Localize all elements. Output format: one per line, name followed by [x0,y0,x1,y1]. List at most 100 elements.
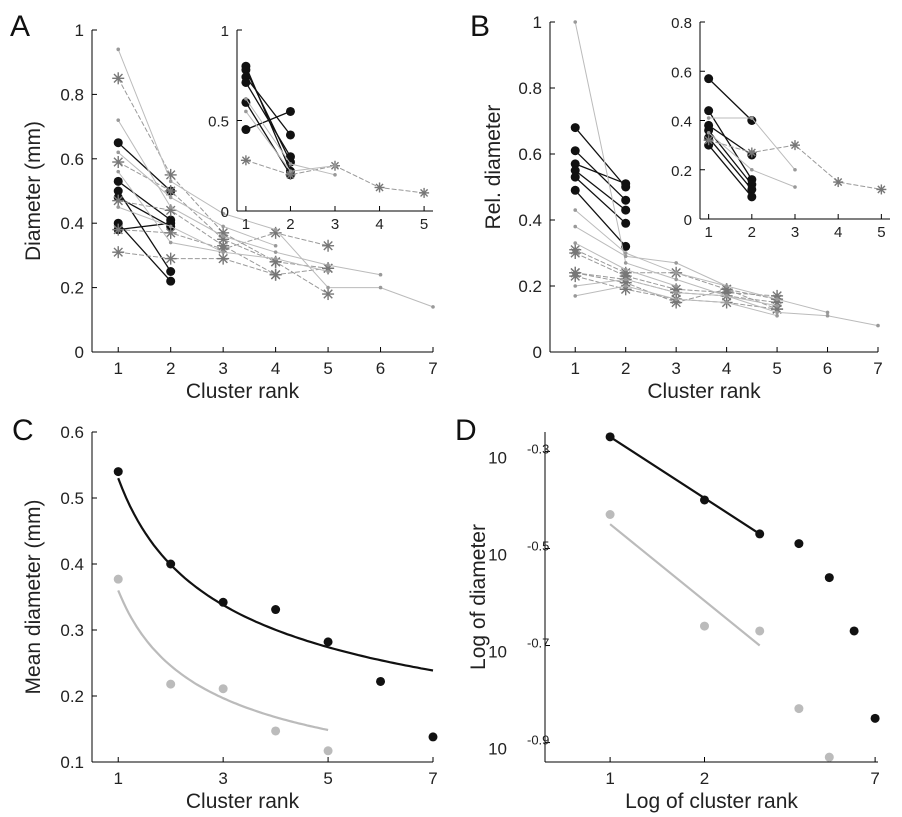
panel-a-inset-data-point [241,97,251,107]
panel-a-data-point-star [112,72,125,85]
panel-a-inset: 1 2 3 4 5 0 0.5 1 [208,23,433,233]
panel-d-data-point [870,713,880,723]
panel-a-data-point [113,186,123,196]
panel-d-y-tick-label: 10 [488,545,507,564]
panel-c-y-tick-label: 0.6 [60,423,84,442]
panel-b-inset-series-line [708,144,753,198]
panel-a-series-line [117,180,172,221]
panel-a-inset-data-point-small [244,96,248,101]
panel-a-data-point-small [221,211,225,216]
panel-c-data-point [113,467,123,477]
panel-d-data-point [700,495,710,505]
panel-b-y-tick-label: 0.8 [518,79,542,98]
panel-b-data-point-small [724,300,729,305]
panel-b-x-tick-label: 1 [570,359,579,378]
panel-d-fit-curve [609,523,761,647]
panel-b-data-point [621,195,631,205]
panel-a-inset-data-point-star [419,187,430,198]
panel-b-data-point-small [623,277,628,282]
panel-a-series-line [117,142,172,192]
panel-c-data-point [166,559,176,569]
panel-b-data-point-small [674,284,678,288]
panel-b-inset-x-tick-label: 2 [748,224,756,241]
panel-d-data-point [755,626,765,636]
panel-a-inset-data-point [241,65,251,75]
panel-a-data-point-small [116,150,121,155]
panel-d-data-point [605,510,615,519]
panel-c-y-tick-label: 0.4 [60,555,84,574]
panel-b-inset-data-point [747,192,757,202]
panel-a-inset-data-point-small [333,173,337,177]
panel-a-x-tick-label: 3 [218,359,227,378]
panel-a-data-point-small [116,205,121,209]
panel-a-inset-y-tick-label: 0.5 [208,114,229,131]
panel-c: C 1 3 5 7 0.1 0.2 0.3 0.4 0.5 0.6 Cluster rank Mean… [12,414,438,813]
panel-c-data-point [323,637,333,647]
panel-b-data-point-small [623,284,628,288]
panel-a-inset-x-tick-label: 2 [286,216,294,233]
panel-a-series-line [117,78,329,295]
panel-a-inset-data-point [285,152,295,162]
panel-b-data-point-small [724,284,729,288]
panel-b-inset-x-tick-label: 1 [704,224,712,241]
panel-c-fit-curve [117,589,329,732]
panel-a-series-line [117,222,172,282]
panel-a-letter: A [10,10,30,43]
panel-d-x-tick-label: 1 [605,769,614,788]
panel-b-series-line [575,275,778,310]
panel-c-x-tick-label: 5 [323,769,332,788]
panel-b-inset-series-line [708,137,753,190]
panel-b-data-point-small [674,290,678,295]
panel-b-x-tick-label: 7 [873,359,882,378]
panel-a-y-tick-label: 1 [75,21,84,40]
panel-a-inset-y-tick-label: 1 [221,23,229,40]
panel-d-fit-curve [609,435,761,535]
panel-b-inset-background [700,22,890,219]
panel-b-data-point-small [825,310,830,315]
panel-b-y-axis-label: Rel. diameter [482,105,505,230]
panel-b-inset-data-point-small [750,167,754,172]
panel-a-inset-data-point-star [240,155,251,166]
panel-b-y-tick-label: 0.2 [518,277,542,296]
panel-b-data-point-small [775,310,779,315]
panel-d-y-tick-exponent: -0.9 [527,733,549,748]
panel-a-y-tick-label: 0.6 [60,150,84,169]
panel-b-inset-data-point [704,125,714,135]
panel-b-inset-x-tick-label: 5 [877,224,885,241]
panel-a-y-tick-label: 0.2 [60,279,84,298]
panel-b-data-point [570,146,580,156]
panel-a-series-line [117,119,381,276]
panel-a-data-point-small [431,305,435,309]
panel-a-data-point [113,176,123,186]
panel-d-data-point [824,752,834,762]
panel-c-x-axis-label: Cluster rank [186,790,300,813]
panel-a-inset-x-tick-label: 3 [331,216,339,233]
panel-d-data-point [849,626,859,636]
panel-c-x-tick-label: 7 [428,769,437,788]
panel-a-inset-y-tick-label: 0 [221,204,229,221]
panel-a-data-point-small [221,250,225,254]
panel-a-data-point-small [326,263,330,267]
panel-b-inset-data-point-star [876,184,887,195]
panel-a-series-line [117,190,172,272]
panel-d-x-tick-label: 7 [870,769,879,788]
panel-a-inset-data-point [241,77,251,87]
panel-b-data-point-small [573,224,578,229]
panel-a-data-point-small [168,195,173,200]
panel-a-data-point-small [221,224,225,229]
panel-a-x-tick-label: 2 [166,359,175,378]
panel-a-data-point-small [326,269,330,274]
panel-b-inset-y-tick-label: 0.8 [671,15,692,32]
panel-b-inset-y-tick-label: 0.2 [671,163,692,180]
panel-a-inset-data-point [285,106,295,116]
panel-b-x-axis-label: Cluster rank [647,380,761,403]
panel-c-data-point [218,597,228,607]
panel-b-data-point-small [775,297,779,302]
panel-b-series-line [574,150,627,201]
panel-a: A 1 2 3 4 5 6 7 0 0.2 0.4 0.6 0.8 1 Cluster rank Diame… [10,10,438,403]
panel-a-inset-series-line [245,76,292,136]
panel-a-data-point-small [116,118,121,122]
panel-b-inset-data-point-small [793,185,797,189]
panel-b-series-line [574,127,627,188]
panel-a-data-point-small [221,234,225,238]
